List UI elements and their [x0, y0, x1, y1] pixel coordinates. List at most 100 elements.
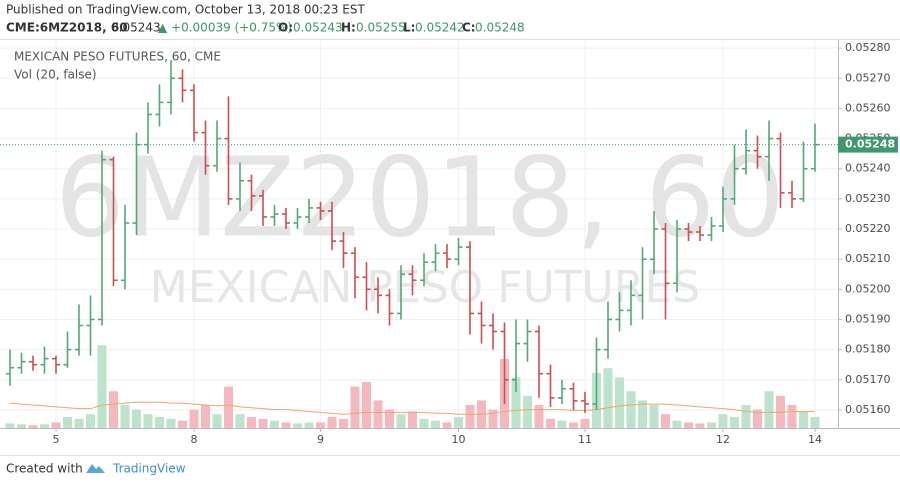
y-tick-label: 0.05270 — [845, 71, 891, 84]
volume-bar — [546, 418, 555, 428]
volume-bar — [638, 400, 647, 428]
ohlc-value: 0.05242 — [415, 21, 465, 35]
volume-bar — [373, 400, 383, 428]
volume-bar — [166, 418, 176, 428]
y-tick-label: 0.05200 — [845, 282, 891, 295]
ohlc-value: 0.05255 — [356, 21, 406, 35]
volume-bar — [523, 395, 532, 428]
volume-bar — [293, 423, 302, 428]
y-tick-label: 0.05240 — [845, 162, 891, 175]
ohlc-label: O: — [278, 21, 293, 35]
change: ▲ +0.00039 (+0.75%) — [158, 21, 292, 35]
y-tick-label: 0.05230 — [845, 192, 891, 205]
legend: MEXICAN PESO FUTURES, 60, CME — [14, 50, 221, 64]
ohlc-label: H: — [341, 21, 356, 35]
volume-bar — [810, 416, 820, 428]
x-tick-label: 5 — [53, 433, 60, 446]
volume-bar — [431, 420, 440, 428]
volume-bar — [488, 409, 498, 428]
watermark: 6MZ2018, 60 — [55, 133, 785, 261]
volume-bar — [615, 377, 624, 428]
ohlc-label: C: — [462, 21, 476, 35]
volume-bar — [235, 414, 245, 428]
y-tick-label: 0.05260 — [845, 101, 891, 114]
volume-bar — [569, 422, 578, 428]
volume-bar — [120, 405, 130, 428]
y-tick-label: 0.05160 — [845, 403, 891, 416]
volume-bar — [258, 418, 268, 428]
volume-bar — [212, 414, 222, 428]
volume-bar — [189, 409, 199, 428]
volume-bar — [764, 391, 774, 428]
volume-bar — [454, 416, 463, 428]
volume-bar — [603, 368, 613, 428]
x-tick-label: 9 — [317, 433, 324, 446]
x-tick-label: 12 — [716, 433, 730, 446]
volume-bar — [132, 409, 141, 428]
y-tick-label: 0.05220 — [845, 222, 891, 235]
volume-bar — [5, 423, 15, 428]
volume-bar — [753, 409, 762, 428]
axes: 0.05160 0.05170 0.05180 0.05190 0.05200 0.052… — [53, 41, 898, 446]
volume-bar — [362, 382, 371, 428]
volume-bar — [28, 425, 38, 428]
brand-logo — [86, 464, 105, 473]
volume-bar — [17, 424, 26, 428]
volume-bar — [109, 391, 118, 428]
volume-ma — [9, 401, 815, 415]
x-tick-label: 11 — [578, 433, 592, 446]
volume-bar — [316, 422, 325, 428]
volume-bar — [281, 422, 291, 428]
x-tick-label: 10 — [452, 433, 466, 446]
volume-bar — [799, 411, 808, 428]
volume-bar — [672, 420, 682, 428]
volume-bar — [327, 416, 337, 428]
brand: TradingView — [112, 462, 186, 476]
ohlc-value: 0.05243 — [293, 21, 343, 35]
last-price-label: 0.05248 — [845, 138, 895, 151]
y-tick-label: 0.05210 — [845, 252, 891, 265]
grid — [0, 40, 838, 428]
volume-bar — [408, 411, 417, 428]
volume-bar — [247, 416, 256, 428]
volume-bar — [419, 418, 429, 428]
volume-bar — [511, 377, 521, 428]
volume-bar — [339, 418, 348, 428]
volume-bar — [442, 422, 452, 428]
volume-bar — [661, 414, 670, 428]
volume-bar — [730, 416, 739, 428]
y-tick-label: 0.05190 — [845, 312, 891, 325]
y-tick-label: 0.05170 — [845, 373, 891, 386]
volume-bar — [74, 418, 84, 428]
volume-bar — [178, 420, 187, 428]
volume-bar — [143, 414, 153, 428]
volume-bar — [741, 405, 751, 428]
volume-bar — [707, 422, 716, 428]
volume-bar — [534, 405, 544, 428]
volume-bar — [304, 422, 314, 428]
volume-bar — [40, 424, 49, 428]
last: 0.05243 — [111, 21, 161, 35]
volume-bar — [557, 420, 567, 428]
volume-bar — [684, 422, 693, 428]
x-tick-label: 14 — [808, 433, 822, 446]
y-tick-label: 0.05180 — [845, 343, 891, 356]
volume-bar — [649, 405, 659, 428]
volume-bar — [695, 423, 705, 428]
volume-bar — [63, 416, 72, 428]
x-tick-label: 8 — [191, 433, 198, 446]
volume-bar — [270, 420, 279, 428]
volume-bar — [86, 414, 95, 428]
symbol: CME:6MZ2018, 60 — [6, 21, 128, 35]
volume-bar — [224, 386, 233, 428]
y-tick-label: 0.05280 — [845, 41, 891, 54]
volume-bar — [718, 414, 728, 428]
volume-bar — [787, 405, 797, 428]
volume-bar — [350, 386, 360, 428]
watermark-sub: MEXICAN PESO FUTURES — [150, 262, 700, 313]
volume-bar — [201, 405, 210, 428]
ohlc-value: 0.05248 — [475, 21, 525, 35]
price-pane — [0, 60, 838, 413]
